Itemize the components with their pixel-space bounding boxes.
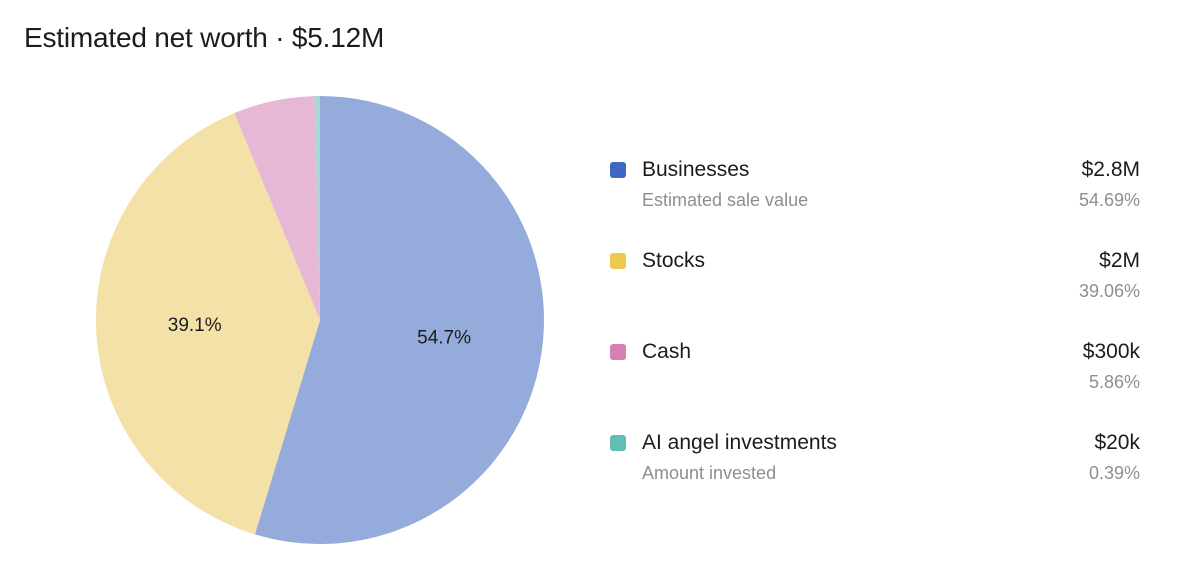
- legend-swatch-cash: [610, 344, 626, 360]
- legend-sublabel: Amount invested: [642, 463, 777, 483]
- legend: Businesses Estimated sale value $2.8M 54…: [610, 156, 1140, 520]
- pie-label-stocks: 39.1%: [168, 315, 222, 336]
- pie-label-businesses: 54.7%: [417, 327, 471, 348]
- pie-slice-ai-angel-investments: [314, 96, 320, 320]
- legend-percent: 39.06%: [1078, 281, 1140, 301]
- legend-item-ai-angel-investments: AI angel investments Amount invested $20…: [610, 429, 1140, 520]
- legend-swatch-businesses: [610, 162, 626, 178]
- legend-percent: 54.69%: [1078, 190, 1140, 210]
- pie-slice-stocks: [96, 113, 320, 535]
- legend-amount: $20k: [1094, 431, 1140, 454]
- legend-amount: $300k: [1082, 340, 1140, 363]
- legend-percent: 5.86%: [1088, 372, 1140, 392]
- legend-item-stocks: Stocks $2M 39.06%: [610, 247, 1140, 338]
- legend-label: AI angel investments: [642, 431, 837, 454]
- legend-swatch-stocks: [610, 253, 626, 269]
- pie-slice-businesses: [254, 96, 544, 544]
- legend-label: Cash: [642, 340, 692, 363]
- legend-amount: $2M: [1099, 249, 1140, 272]
- pie-slice-cash: [234, 96, 320, 320]
- chart-title: Estimated net worth · $5.12M: [24, 22, 385, 53]
- legend-swatch-ai-angel-investments: [610, 435, 626, 451]
- legend-item-businesses: Businesses Estimated sale value $2.8M 54…: [610, 156, 1140, 247]
- legend-sublabel: Estimated sale value: [642, 190, 809, 210]
- legend-label: Stocks: [642, 249, 706, 272]
- legend-label: Businesses: [642, 158, 750, 181]
- legend-item-cash: Cash $300k 5.86%: [610, 338, 1140, 429]
- pie-chart: 54.7% 39.1%: [96, 96, 544, 544]
- legend-amount: $2.8M: [1081, 158, 1140, 181]
- legend-percent: 0.39%: [1088, 463, 1140, 483]
